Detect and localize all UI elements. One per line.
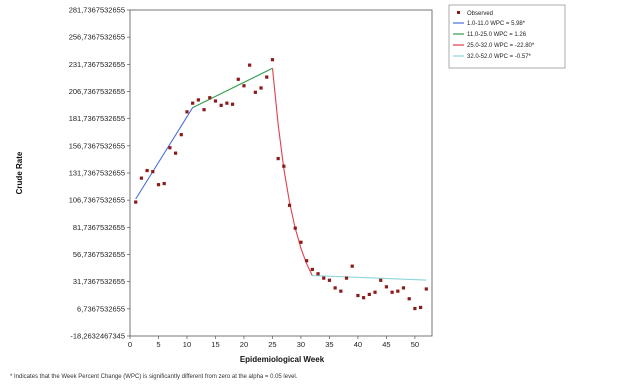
observed-point xyxy=(196,98,200,102)
segment-line-3 xyxy=(271,68,313,276)
observed-point xyxy=(270,58,275,62)
observed-point xyxy=(162,181,166,186)
x-tick-label: 25 xyxy=(268,340,276,349)
observed-point xyxy=(356,293,360,298)
observed-point xyxy=(168,146,172,150)
observed-point xyxy=(401,286,406,290)
observed-point xyxy=(419,305,423,310)
observed-point xyxy=(396,289,400,293)
observed-point xyxy=(373,290,377,294)
observed-point xyxy=(151,170,155,174)
x-tick-label: 30 xyxy=(297,340,305,349)
observed-point xyxy=(185,110,189,114)
y-tick-label: 206,7367532655 xyxy=(69,87,125,96)
observed-point xyxy=(179,133,183,137)
observed-point xyxy=(202,108,206,112)
observed-point xyxy=(407,297,411,301)
legend: Observed 1.0-11.0 WPC = 5.98* 11.0-25.0 WP… xyxy=(448,4,566,69)
x-tick-label: 35 xyxy=(325,340,333,349)
legend-observed-label: Observed xyxy=(467,11,493,17)
observed-point xyxy=(236,77,240,81)
x-tick-label: 40 xyxy=(354,340,362,349)
observed-point xyxy=(299,240,303,244)
observed-point xyxy=(287,203,292,207)
observed-point xyxy=(259,86,263,90)
y-tick-label: 256,7367532655 xyxy=(69,33,125,42)
observed-point xyxy=(213,99,218,103)
observed-point xyxy=(139,176,143,180)
x-axis-label: Epidemiological Week xyxy=(240,355,325,364)
legend-segment-label: 1.0-11.0 WPC = 5.98* xyxy=(467,21,526,27)
y-tick-label: 131,7367532655 xyxy=(69,169,125,178)
observed-point xyxy=(242,84,246,88)
observed-point xyxy=(367,292,371,297)
observed-point xyxy=(310,267,314,272)
footnote: * Indicates that the Week Percent Change… xyxy=(10,374,298,380)
observed-point xyxy=(156,183,161,187)
plot-area xyxy=(129,9,433,337)
y-tick-label: 6,7367532655 xyxy=(77,304,125,313)
observed-point xyxy=(379,278,383,282)
segment-line-1 xyxy=(135,107,194,200)
observed-point xyxy=(145,168,149,173)
x-tick-label: 10 xyxy=(183,340,191,349)
x-tick-label: 5 xyxy=(156,340,160,349)
observed-point xyxy=(333,286,337,290)
y-tick-label: 106,7367532655 xyxy=(69,196,125,205)
observed-point xyxy=(265,75,269,79)
observed-point xyxy=(344,276,349,280)
x-tick-label: 45 xyxy=(382,340,390,349)
y-tick-label: 281,7367532655 xyxy=(69,6,125,15)
x-tick-label: 15 xyxy=(211,340,219,349)
y-axis-label: Crude Rate xyxy=(15,151,24,194)
observed-point xyxy=(219,103,223,107)
observed-point xyxy=(253,90,257,94)
y-tick-label: 56,7367532655 xyxy=(73,250,125,259)
legend-segment-label: 32.0-52.0 WPC = -0.57* xyxy=(467,54,532,60)
observed-point xyxy=(225,101,229,105)
observed-point xyxy=(322,276,326,280)
x-axis-ticks: 0 5 10 15 20 25 30 35 40 45 50 xyxy=(128,336,419,349)
y-tick-label: 81,7367532655 xyxy=(73,223,125,232)
x-tick-label: 50 xyxy=(411,340,419,349)
joinpoint-segments xyxy=(135,67,427,281)
observed-point xyxy=(413,306,417,311)
observed-point xyxy=(230,102,235,106)
observed-point xyxy=(390,290,394,294)
observed-point xyxy=(327,278,332,282)
observed-point xyxy=(305,259,309,263)
legend-segment-label: 11.0-25.0 WPC = 1.26 xyxy=(467,32,527,38)
legend-box xyxy=(448,4,566,69)
x-tick-label: 0 xyxy=(128,340,132,349)
observed-point xyxy=(276,156,280,161)
observed-point xyxy=(424,287,428,291)
y-tick-label: 231,7367532655 xyxy=(69,60,125,69)
observed-points xyxy=(134,58,428,311)
observed-point xyxy=(293,226,297,230)
observed-point xyxy=(282,164,286,168)
observed-point xyxy=(316,272,320,276)
observed-point xyxy=(173,151,178,155)
observed-point xyxy=(339,289,343,293)
observed-point xyxy=(248,63,252,67)
joinpoint-chart: -18,2632467345 6,7367532655 31,7367532655 5… xyxy=(15,4,566,364)
y-axis-ticks: -18,2632467345 6,7367532655 31,7367532655 5… xyxy=(69,6,130,341)
segment-line-4 xyxy=(312,275,427,281)
observed-point xyxy=(191,101,195,105)
observed-point xyxy=(350,264,354,268)
segment-line-2 xyxy=(192,67,273,109)
x-tick-label: 20 xyxy=(240,340,248,349)
legend-observed-marker xyxy=(457,11,460,14)
observed-point xyxy=(208,96,212,100)
observed-point xyxy=(362,296,366,300)
y-tick-label: 31,7367532655 xyxy=(73,277,125,286)
legend-segment-label: 25.0-32.0 WPC = -22.80* xyxy=(467,43,535,49)
observed-point xyxy=(384,285,389,289)
y-tick-label: 181,7367532655 xyxy=(69,114,125,123)
y-tick-label: -18,2632467345 xyxy=(70,332,125,341)
observed-point xyxy=(134,200,138,204)
y-tick-label: 156,7367532655 xyxy=(69,141,125,150)
